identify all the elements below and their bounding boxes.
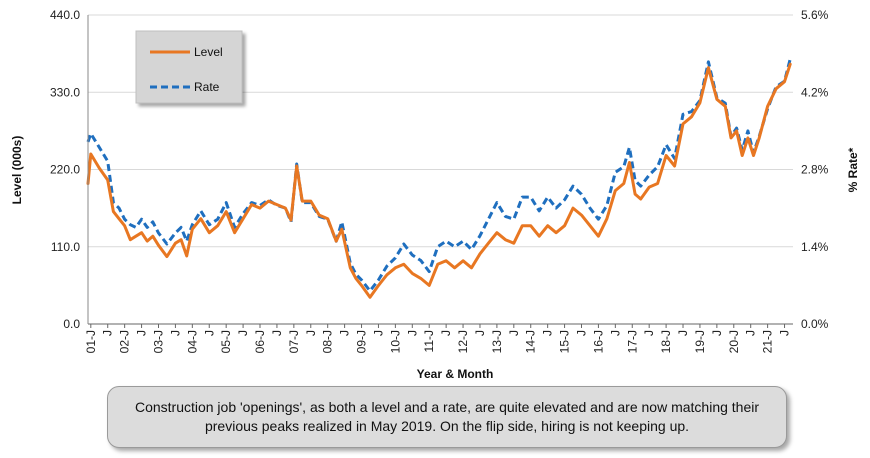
x-tick-label: J — [642, 330, 656, 336]
x-tick-label: 04-J — [185, 330, 199, 353]
right-y-tick-label: 4.2% — [801, 85, 829, 99]
x-tick-label: J — [371, 330, 385, 336]
legend-label-level: Level — [194, 45, 223, 59]
x-tick-label: J — [405, 330, 419, 336]
x-tick-label: 21-J — [761, 330, 775, 353]
x-tick-label: 09-J — [355, 330, 369, 353]
right-y-tick-label: 1.4% — [801, 240, 829, 254]
x-tick-label: 06-J — [253, 330, 267, 353]
x-tick-label: J — [608, 330, 622, 336]
x-tick-label: J — [270, 330, 284, 336]
x-tick-label: 07-J — [287, 330, 301, 353]
right-y-axis-ticks: 0.0% 1.4% 2.8% 4.2% 5.6% — [801, 8, 829, 331]
caption-text: Construction job 'openings', as both a l… — [134, 399, 760, 434]
x-tick-label: J — [304, 330, 318, 336]
x-tick-label: 15-J — [558, 330, 572, 353]
x-tick-label: 16-J — [591, 330, 605, 353]
x-tick-label: J — [676, 330, 690, 336]
legend: Level Rate — [135, 30, 243, 104]
x-tick-label: 18-J — [659, 330, 673, 353]
x-tick-label: J — [236, 330, 250, 336]
x-axis-ticks: 01-J J 02-J J 03-J J 04-J J 05-J J 06-J J 07-J J 08-J J… — [84, 324, 792, 353]
x-tick-label: 11-J — [422, 330, 436, 352]
x-tick-label: 19-J — [693, 330, 707, 353]
series-line-rate — [86, 58, 792, 293]
x-tick-label: J — [507, 330, 521, 336]
left-y-tick-label: 220.0 — [50, 163, 80, 177]
left-y-tick-label: 0.0 — [63, 317, 80, 331]
right-y-axis-title: % Rate* — [846, 147, 860, 192]
x-tick-label: J — [101, 330, 115, 336]
x-tick-label: 10-J — [388, 330, 402, 353]
x-tick-label: 08-J — [321, 330, 335, 353]
caption-box: Construction job 'openings', as both a l… — [107, 386, 787, 448]
legend-box — [135, 30, 243, 104]
right-y-tick-label: 5.6% — [801, 8, 829, 22]
x-tick-label: J — [710, 330, 724, 336]
x-tick-label: 20-J — [727, 330, 741, 353]
series-layer — [86, 58, 792, 299]
x-tick-label: 17-J — [625, 330, 639, 353]
x-tick-label: 01-J — [84, 330, 98, 353]
x-tick-label: J — [338, 330, 352, 336]
left-y-axis-title: Level (000s) — [10, 136, 24, 205]
series-line-level — [86, 62, 792, 299]
right-y-tick-label: 2.8% — [801, 163, 829, 177]
x-tick-label: J — [473, 330, 487, 336]
x-tick-label: J — [541, 330, 555, 336]
x-tick-label: J — [439, 330, 453, 336]
x-tick-label: J — [202, 330, 216, 336]
x-axis-title: Year & Month — [417, 367, 494, 381]
left-y-tick-label: 330.0 — [50, 85, 80, 99]
x-tick-label: J — [778, 330, 792, 336]
left-y-axis-ticks: 0.0 110.0 220.0 330.0 440.0 — [50, 8, 80, 331]
x-tick-label: 14-J — [524, 330, 538, 353]
x-tick-label: J — [168, 330, 182, 336]
x-tick-label: 05-J — [219, 330, 233, 353]
x-tick-label: 13-J — [490, 330, 504, 353]
x-tick-label: J — [574, 330, 588, 336]
left-y-tick-label: 440.0 — [50, 8, 80, 22]
x-tick-label: 03-J — [151, 330, 165, 353]
x-tick-label: 02-J — [118, 330, 132, 353]
x-tick-label: J — [135, 330, 149, 336]
left-y-tick-label: 110.0 — [51, 240, 80, 254]
right-y-tick-label: 0.0% — [801, 317, 829, 331]
chart-canvas: 01-J J 02-J J 03-J J 04-J J 05-J J 06-J J 07-J J 08-J J… — [10, 8, 860, 381]
x-tick-label: 12-J — [456, 330, 470, 353]
x-tick-label: J — [744, 330, 758, 336]
legend-label-rate: Rate — [194, 80, 220, 94]
